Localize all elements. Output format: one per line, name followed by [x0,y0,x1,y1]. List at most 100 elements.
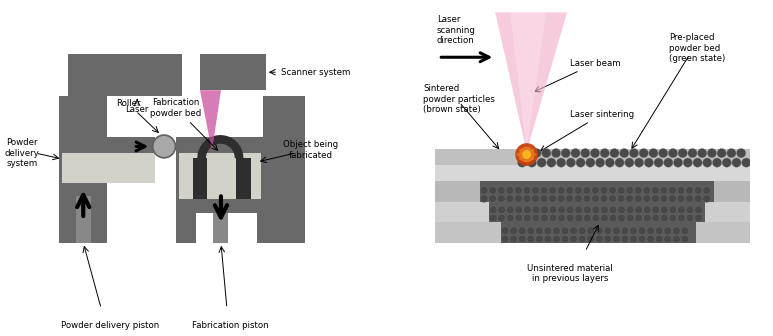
Circle shape [592,206,600,214]
Circle shape [695,206,703,214]
Circle shape [639,149,649,158]
Circle shape [615,158,625,167]
Circle shape [497,195,505,202]
Bar [176,153,196,243]
Circle shape [540,206,548,214]
Circle shape [561,149,570,158]
Circle shape [659,149,668,158]
Circle shape [707,149,717,158]
Circle shape [673,227,680,235]
Text: Laser beam: Laser beam [535,59,621,92]
Polygon shape [495,12,567,152]
Circle shape [654,158,663,167]
Circle shape [489,214,497,222]
Text: Object being
fabricated: Object being fabricated [283,140,339,160]
Bar [435,181,750,202]
Circle shape [635,186,642,194]
Circle shape [517,158,526,167]
Circle shape [677,186,685,194]
Polygon shape [510,12,546,152]
Bar [60,96,107,243]
Circle shape [571,149,581,158]
Circle shape [694,195,702,202]
Circle shape [532,195,540,202]
Circle shape [647,235,655,243]
Bar [76,197,90,243]
Circle shape [608,195,616,202]
Circle shape [567,206,574,214]
Circle shape [617,195,625,202]
Circle shape [626,206,634,214]
Polygon shape [200,90,221,152]
Circle shape [660,186,668,194]
Bar [63,153,155,183]
Bar [263,96,305,243]
Circle shape [601,214,608,222]
Circle shape [600,195,608,202]
Circle shape [630,235,638,243]
Circle shape [635,158,644,167]
Bar [501,222,696,243]
Circle shape [643,206,651,214]
Circle shape [693,158,702,167]
Text: Powder delivery piston: Powder delivery piston [61,321,159,330]
Circle shape [576,158,585,167]
Circle shape [531,157,534,160]
Circle shape [515,195,523,202]
Circle shape [669,214,677,222]
Circle shape [643,195,651,202]
Circle shape [695,214,703,222]
Circle shape [595,227,603,235]
Circle shape [621,227,628,235]
Circle shape [673,158,683,167]
Circle shape [625,158,634,167]
Circle shape [703,158,712,167]
Bar [200,54,266,90]
Circle shape [536,227,543,235]
Circle shape [610,149,619,158]
Circle shape [566,186,574,194]
Circle shape [586,158,595,167]
Circle shape [498,206,506,214]
Circle shape [601,206,608,214]
Circle shape [522,149,531,158]
Circle shape [629,149,638,158]
Circle shape [591,195,599,202]
Bar [435,202,750,222]
Circle shape [532,149,541,158]
Text: Laser sintering: Laser sintering [540,110,634,151]
Bar [179,200,261,213]
Circle shape [561,235,569,243]
Text: Roller: Roller [116,99,158,132]
Circle shape [626,186,634,194]
Circle shape [523,195,531,202]
Circle shape [595,158,604,167]
Circle shape [618,206,625,214]
Circle shape [536,235,543,243]
Circle shape [525,148,529,151]
Circle shape [153,135,175,158]
Circle shape [557,195,565,202]
Circle shape [566,195,574,202]
Circle shape [497,186,505,194]
Circle shape [649,149,658,158]
Circle shape [652,186,659,194]
Text: Fabrication
powder bed: Fabrication powder bed [151,98,218,150]
Circle shape [604,227,611,235]
Circle shape [501,227,509,235]
Circle shape [501,235,509,243]
Circle shape [620,149,629,158]
Circle shape [591,186,599,194]
Circle shape [583,195,591,202]
Circle shape [519,147,534,162]
Circle shape [523,206,531,214]
Circle shape [652,206,659,214]
Circle shape [660,214,668,222]
Circle shape [678,206,686,214]
Circle shape [557,158,566,167]
Circle shape [583,186,591,194]
Circle shape [519,149,523,153]
Circle shape [532,206,540,214]
Circle shape [664,235,672,243]
Circle shape [587,227,594,235]
